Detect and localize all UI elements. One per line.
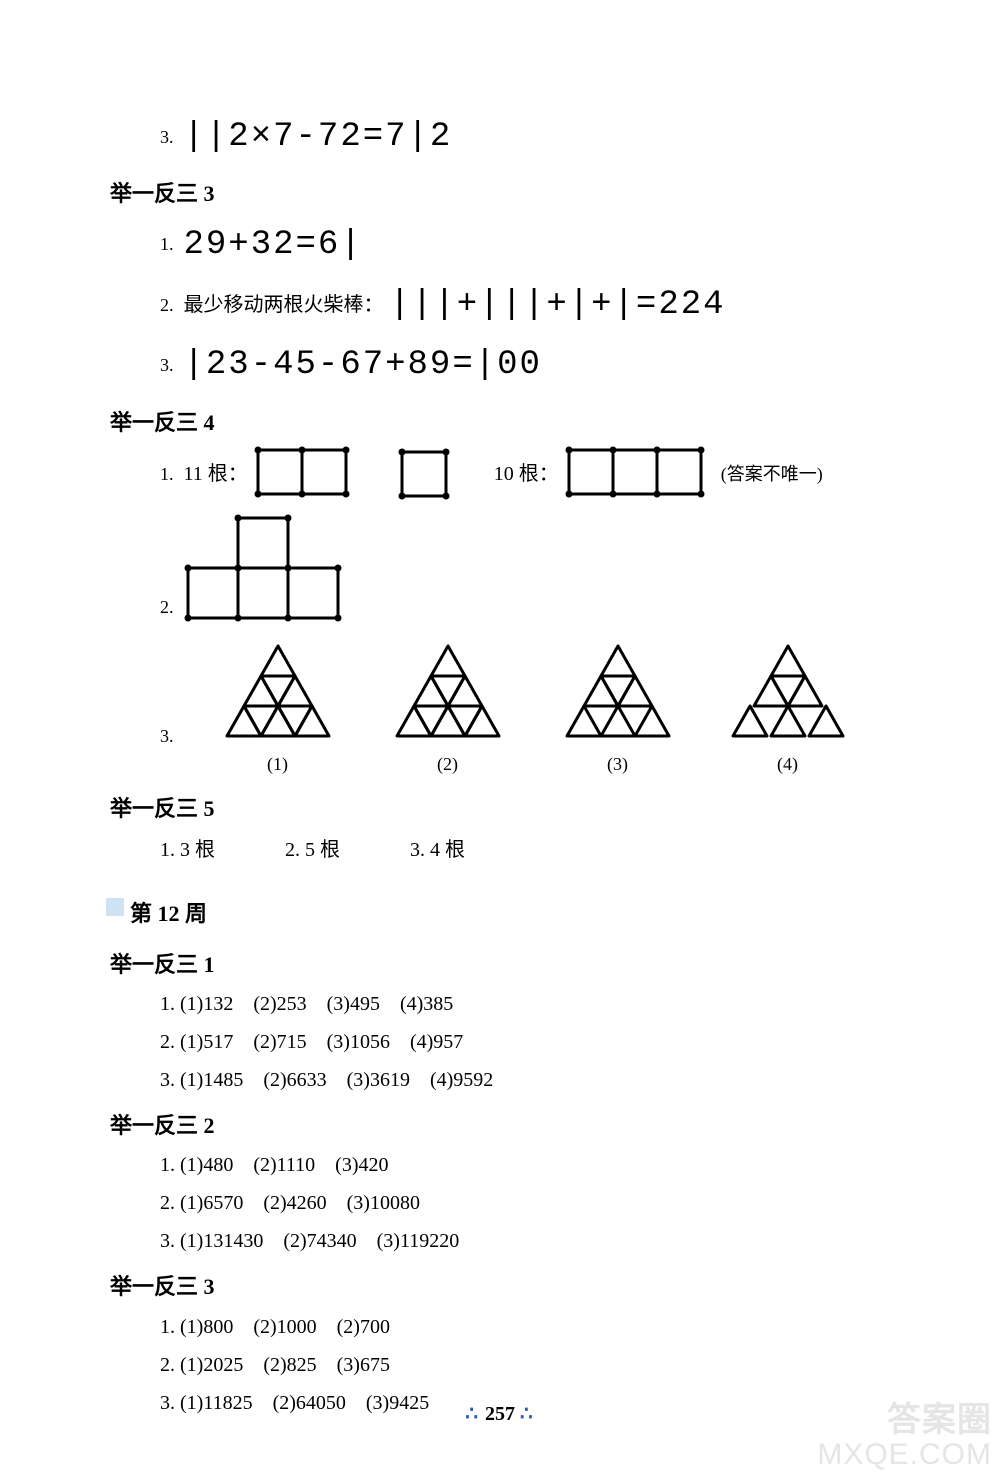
w2-line-2: 2. (1)6570 (2)4260 (3)10080 (110, 1187, 900, 1219)
w3-line-2: 2. (1)2025 (2)825 (3)675 (110, 1349, 900, 1381)
section-4-head: 举一反三 4 (110, 405, 900, 440)
one-square-icon (396, 446, 452, 502)
sec4-1-a: 11 根： (184, 458, 248, 490)
eq-top: 3. ||2×7-72=7|2 (110, 110, 900, 164)
fig-label-2: (2) (437, 750, 458, 779)
sec4-item-1: 1. 11 根： (110, 446, 900, 502)
sec3-2-prefix: 2. (160, 291, 174, 320)
section-5-head: 举一反三 5 (110, 791, 900, 826)
sec4-1-b: 10 根： (494, 458, 559, 490)
sec3-2-cn: 最少移动两根火柴棒： (184, 289, 384, 321)
page-number: 257 (485, 1403, 515, 1425)
eq-top-text: ||2×7-72=7|2 (184, 110, 453, 164)
sec5-item-3: 3. 4 根 (410, 834, 465, 866)
sec4-item-3: 3. (1) (110, 640, 900, 779)
sec4-item-2: 2. (110, 512, 900, 632)
w1-head: 举一反三 1 (110, 947, 900, 982)
week-head: 第 12 周 (130, 896, 900, 931)
w2-head: 举一反三 2 (110, 1108, 900, 1143)
triangle-fig-2: (2) (378, 640, 518, 779)
w1-line-3: 3. (1)1485 (2)6633 (3)3619 (4)9592 (110, 1064, 900, 1096)
watermark-en: MXQE.COM (817, 1439, 992, 1471)
sec3-item-1: 1. 29+32=6| (110, 218, 900, 272)
sec5-item-1: 1. 3 根 (160, 834, 215, 866)
fig-label-3: (3) (607, 750, 628, 779)
sec3-3-prefix: 3. (160, 351, 174, 380)
three-squares-row-icon (565, 446, 715, 502)
w3-line-1: 1. (1)800 (2)1000 (2)700 (110, 1311, 900, 1343)
fig-label-1: (1) (267, 750, 288, 779)
triangle-fig-3: (3) (548, 640, 688, 779)
three-squares-L-icon (184, 512, 344, 632)
page-footer: ∴ 257 ∴ (0, 1398, 1000, 1430)
section-3-head: 举一反三 3 (110, 176, 900, 211)
sec3-item-3: 3. |23-45-67+89=|00 (110, 338, 900, 392)
sec3-3-eq: |23-45-67+89=|00 (184, 338, 542, 392)
sec3-item-2: 2. 最少移动两根火柴棒： |||+|||+|+|=224 (110, 278, 900, 332)
sec4-2-prefix: 2. (160, 593, 174, 622)
w2-line-1: 1. (1)480 (2)1110 (3)420 (110, 1149, 900, 1181)
sec5-items: 1. 3 根 2. 5 根 3. 4 根 (110, 834, 900, 866)
sec3-2-eq: |||+|||+|+|=224 (390, 278, 726, 332)
sec5-item-2: 2. 5 根 (285, 834, 340, 866)
sec3-1-eq: 29+32=6| (184, 218, 363, 272)
week-answers: 举一反三 1 1. (1)132 (2)253 (3)495 (4)385 2.… (110, 947, 900, 1419)
sec4-1-note: (答案不唯一) (721, 460, 823, 489)
sec3-1-prefix: 1. (160, 230, 174, 259)
eq-top-prefix: 3. (160, 123, 174, 152)
sec4-3-prefix: 3. (160, 722, 174, 751)
footer-dots-right: ∴ (520, 1403, 535, 1425)
triangle-fig-1: (1) (208, 640, 348, 779)
w1-line-1: 1. (1)132 (2)253 (3)495 (4)385 (110, 988, 900, 1020)
w1-line-2: 2. (1)517 (2)715 (3)1056 (4)957 (110, 1026, 900, 1058)
page: 3. ||2×7-72=7|2 举一反三 3 1. 29+32=6| 2. 最少… (0, 0, 1000, 1476)
two-squares-icon (254, 446, 354, 502)
fig-label-4: (4) (777, 750, 798, 779)
footer-dots-left: ∴ (465, 1403, 480, 1425)
w2-line-3: 3. (1)131430 (2)74340 (3)119220 (110, 1225, 900, 1257)
sec4-1-prefix: 1. (160, 460, 174, 489)
triangle-fig-4: (4) (718, 640, 858, 779)
w3-head: 举一反三 3 (110, 1269, 900, 1304)
